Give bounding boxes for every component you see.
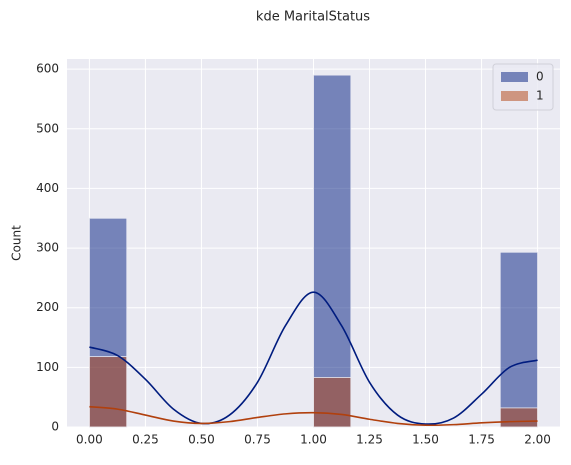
x-tick-label: 2.00 <box>524 433 551 447</box>
x-tick-label: 0.00 <box>76 433 103 447</box>
histogram-bar <box>313 74 352 428</box>
chart-title: kde MaritalStatus <box>256 10 370 25</box>
legend-label: 1 <box>536 89 544 103</box>
y-tick-label: 0 <box>51 420 59 434</box>
x-tick-label: 0.75 <box>244 433 271 447</box>
y-tick-label: 100 <box>36 360 59 374</box>
kde-line <box>89 405 538 427</box>
legend-label: 0 <box>536 70 544 84</box>
histogram-bar <box>89 356 128 428</box>
y-tick-label: 500 <box>36 121 59 135</box>
x-tick-label: 1.25 <box>356 433 383 447</box>
histogram-bar <box>313 377 352 428</box>
y-tick-label: 400 <box>36 181 59 195</box>
y-axis-label: Count <box>10 225 24 261</box>
x-tick-label: 1.00 <box>300 433 327 447</box>
x-tick-label: 1.75 <box>468 433 495 447</box>
x-tick-label: 0.50 <box>188 433 215 447</box>
y-tick-label: 600 <box>36 62 59 76</box>
x-tick-label: 1.50 <box>412 433 439 447</box>
y-tick-label: 300 <box>36 241 59 255</box>
x-tick-label: 0.25 <box>132 433 159 447</box>
legend-box <box>492 63 554 111</box>
legend-swatch <box>501 91 528 101</box>
kde-line <box>89 291 538 425</box>
legend-swatch <box>501 72 528 82</box>
histogram-bar <box>499 407 538 428</box>
histogram-bar <box>499 251 538 428</box>
y-tick-label: 200 <box>36 300 59 314</box>
